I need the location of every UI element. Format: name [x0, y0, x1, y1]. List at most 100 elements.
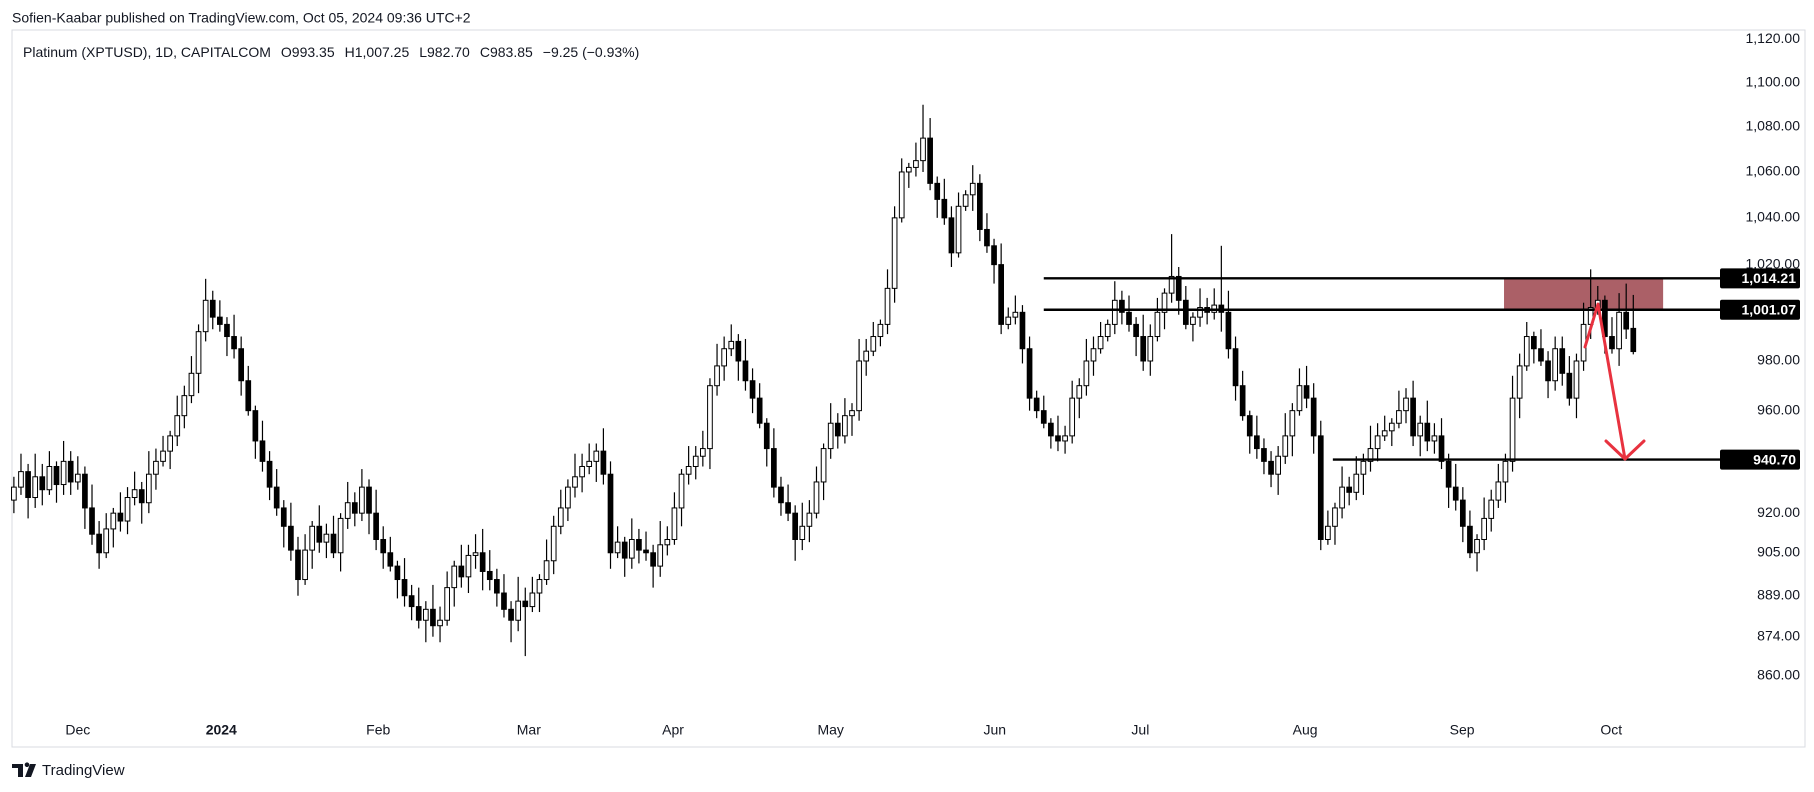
candle-body	[25, 471, 31, 499]
x-tick-label: Apr	[662, 722, 684, 738]
legend-value: C983.85	[480, 44, 533, 60]
candle-body	[1190, 316, 1196, 325]
candle-body	[579, 465, 585, 478]
x-tick-label: Mar	[517, 722, 541, 738]
candle-body	[1630, 327, 1637, 353]
brand-name: TradingView	[42, 762, 125, 779]
candle-body	[117, 512, 124, 522]
legend-value: O993.35	[281, 44, 335, 60]
candle-body	[565, 486, 571, 509]
candle-body	[529, 592, 536, 608]
candle-body	[1111, 299, 1118, 325]
candle-body	[692, 455, 699, 467]
candle-body	[238, 348, 245, 382]
candle-body	[1147, 336, 1154, 362]
candle-body	[252, 410, 259, 442]
candle-body	[1225, 311, 1232, 350]
candle-body	[977, 182, 983, 230]
candle-body	[1175, 275, 1182, 301]
candle-body	[1346, 486, 1353, 493]
candle-body	[195, 331, 202, 374]
candle-body	[1182, 299, 1189, 325]
candle-body	[124, 497, 131, 522]
candle-body	[103, 528, 110, 554]
candle-body	[600, 450, 607, 475]
candle-body	[1353, 473, 1360, 493]
candle-body	[160, 450, 166, 462]
candle-body	[415, 606, 422, 621]
candle-body	[1317, 435, 1324, 540]
candle-body	[785, 502, 791, 514]
candle-body	[110, 512, 117, 530]
candle-body	[550, 525, 557, 562]
published-line: Sofien-Kaabar published on TradingView.c…	[12, 10, 471, 26]
candle-body	[1374, 435, 1381, 450]
candle-body	[955, 205, 962, 254]
candle-body	[202, 299, 209, 333]
y-tick-label: 1,040.00	[1746, 209, 1801, 225]
candle-body	[742, 360, 749, 382]
candle-body	[32, 476, 39, 499]
y-tick-label: 905.00	[1757, 543, 1800, 559]
y-tick-label: 1,080.00	[1746, 118, 1801, 134]
candle-body	[891, 217, 898, 289]
candle-body	[643, 549, 649, 554]
candle-body	[572, 476, 578, 488]
candle-body	[1509, 397, 1516, 462]
candle-body	[1573, 360, 1580, 399]
candle-body	[344, 502, 351, 519]
candle-body	[636, 538, 642, 551]
candle-body	[1289, 410, 1296, 437]
candle-body	[209, 299, 216, 318]
candle-body	[1424, 422, 1431, 442]
candle-body	[82, 473, 88, 509]
candle-body	[1459, 499, 1466, 527]
candle-body	[145, 473, 152, 504]
candle-body	[1062, 435, 1068, 442]
candle-body	[67, 460, 74, 483]
candle-body	[295, 549, 301, 581]
candle-body	[1523, 336, 1530, 367]
candle-body	[1566, 372, 1573, 399]
price-labels: 1,120.00 1,100.00 1,080.00 1,060.00 1,040.00…	[65, 30, 1800, 738]
candle-body	[53, 465, 60, 486]
candle-body	[408, 595, 415, 608]
candle-body	[486, 570, 493, 581]
level-label-box	[1720, 268, 1800, 289]
candle-body	[1438, 435, 1445, 462]
brand: TradingView	[12, 762, 125, 779]
candle-body	[1623, 311, 1630, 330]
candle-body	[74, 473, 81, 483]
candle-body	[245, 380, 252, 412]
level-label: 940.70	[1753, 451, 1796, 467]
y-tick-label: 920.00	[1757, 504, 1800, 520]
candle-body	[543, 560, 550, 581]
candle-body	[273, 486, 280, 509]
candle-body	[1104, 323, 1111, 338]
candle-body	[60, 460, 67, 486]
candle-body	[444, 587, 450, 621]
candle-body	[756, 397, 763, 424]
candle-body	[1431, 435, 1438, 442]
candle-body	[288, 525, 294, 551]
x-tick-label: Jul	[1131, 722, 1149, 738]
candle-body	[813, 481, 820, 514]
candle-body	[1097, 336, 1104, 350]
candle-body	[18, 471, 24, 488]
candle-body	[834, 422, 841, 437]
candle-body	[1296, 385, 1303, 412]
candle-body	[309, 525, 316, 551]
candle-body	[1275, 455, 1282, 475]
candle-body	[46, 465, 53, 491]
candle-body	[280, 507, 287, 527]
plot-area	[11, 104, 1720, 657]
candle-body	[1268, 460, 1274, 475]
candle-body	[437, 619, 443, 627]
candle-body	[472, 552, 479, 556]
candle-body	[515, 600, 522, 621]
candle-body	[1339, 486, 1345, 509]
candle-body	[1090, 348, 1097, 362]
candle-body	[771, 448, 777, 488]
candle-body	[1005, 316, 1012, 325]
candle-body	[1019, 311, 1026, 350]
